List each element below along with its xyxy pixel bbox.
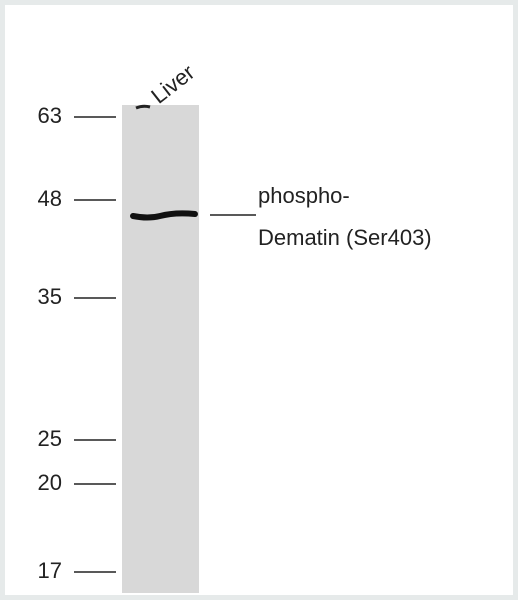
band-label: phospho- (258, 183, 350, 208)
marker-label: 48 (38, 186, 62, 211)
blot-figure: Liver phospho- Dematin (Ser403) 63483525… (0, 0, 518, 600)
marker-label: 35 (38, 284, 62, 309)
marker-label: 20 (38, 470, 62, 495)
frame-border (1, 1, 517, 599)
marker-label: 63 (38, 103, 62, 128)
band-label: Dematin (Ser403) (258, 225, 432, 250)
top-band (136, 106, 150, 108)
blot-canvas: Liver phospho- Dematin (Ser403) 63483525… (0, 0, 518, 600)
marker-label: 17 (38, 558, 62, 583)
lane (122, 105, 199, 593)
marker-label: 25 (38, 426, 62, 451)
